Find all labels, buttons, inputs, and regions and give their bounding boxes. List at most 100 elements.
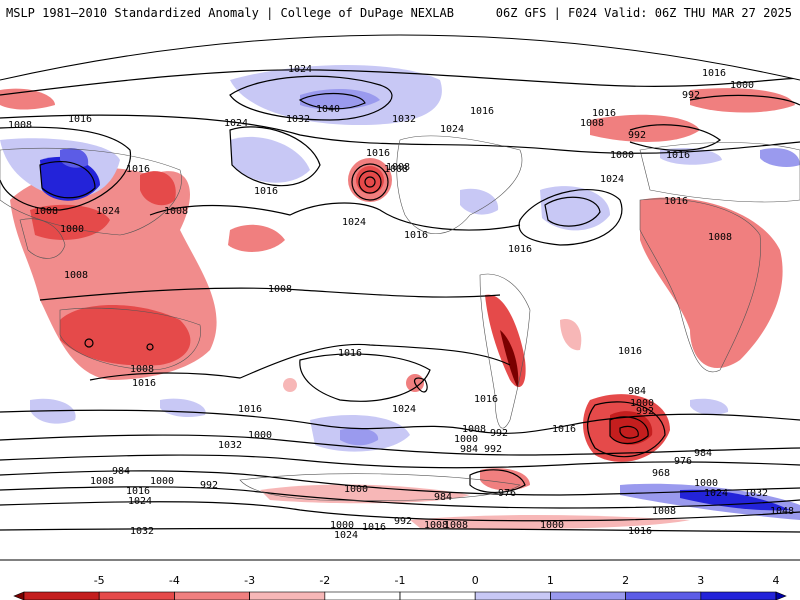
isobar-label: 1008 bbox=[164, 206, 188, 217]
isobar-label: 1000 bbox=[694, 478, 718, 489]
isobar-label: 1008 bbox=[384, 164, 408, 175]
colorbar: -5-4-3-2-1012345 bbox=[13, 574, 787, 600]
isobar-label: 992 bbox=[200, 480, 218, 491]
isobar-label: 1016 bbox=[628, 526, 652, 537]
colorbar-swatch bbox=[700, 591, 777, 600]
isobar-label: 1008 bbox=[34, 206, 58, 217]
isobar-label: 1000 bbox=[344, 484, 368, 495]
isobar-label: 1032 bbox=[130, 526, 154, 537]
isobar-label: 1000 bbox=[610, 150, 634, 161]
isobar-label: 1032 bbox=[286, 114, 310, 125]
isobar-label: 1008 bbox=[462, 424, 486, 435]
isobar-label: 984 bbox=[460, 444, 478, 455]
isobar-label: 1024 bbox=[440, 124, 464, 135]
isobar-label: 1016 bbox=[338, 348, 362, 359]
isobar-label: 1032 bbox=[744, 488, 768, 499]
colorbar-max-arrow bbox=[775, 591, 787, 600]
isobar-label: 1024 bbox=[704, 488, 728, 499]
isobar-label: 1024 bbox=[96, 206, 120, 217]
isobar-label: 992 bbox=[490, 428, 508, 439]
isobar-contours bbox=[0, 69, 800, 533]
colorbar-min-arrow bbox=[13, 591, 25, 600]
isobar-label: 1016 bbox=[362, 522, 386, 533]
isobar-label: 1000 bbox=[454, 434, 478, 445]
isobar-label: 1016 bbox=[552, 424, 576, 435]
isobar-label: 1024 bbox=[392, 404, 416, 415]
isobar-label: 1008 bbox=[580, 118, 604, 129]
map-title: MSLP 1981–2010 Standardized Anomaly | Co… bbox=[6, 6, 454, 20]
colorbar-tick-label: 2 bbox=[622, 574, 629, 587]
isobar-label: 1024 bbox=[224, 118, 248, 129]
isobar-label: 1024 bbox=[342, 217, 366, 228]
colorbar-swatch bbox=[399, 591, 476, 600]
isobar-label: 984 bbox=[694, 448, 712, 459]
colorbar-tick-label: -5 bbox=[94, 574, 105, 587]
colorbar-swatch bbox=[174, 591, 250, 600]
colorbar-swatch bbox=[324, 591, 401, 600]
isobar-label: 984 bbox=[112, 466, 130, 477]
colorbar-tick-label: 4 bbox=[773, 574, 780, 587]
isobar-label: 1016 bbox=[132, 378, 156, 389]
isobar-label: 1000 bbox=[330, 520, 354, 531]
model-run-info: 06Z GFS | F024 Valid: 06Z THU MAR 27 202… bbox=[495, 6, 792, 20]
isobar-label: 1024 bbox=[128, 496, 152, 507]
isobar-label: 1008 bbox=[130, 364, 154, 375]
isobar-label: 1008 bbox=[64, 270, 88, 281]
isobar-label: 1016 bbox=[254, 186, 278, 197]
isobar-label: 992 bbox=[628, 130, 646, 141]
isobar-label: 1016 bbox=[508, 244, 532, 255]
colorbar-tick-label: -4 bbox=[169, 574, 180, 587]
isobar-label: 992 bbox=[394, 516, 412, 527]
isobar-label: 1016 bbox=[404, 230, 428, 241]
isobar-label: 976 bbox=[674, 456, 692, 467]
colorbar-tick-label: -1 bbox=[395, 574, 406, 587]
colorbar-swatch bbox=[23, 591, 100, 600]
colorbar-tick-label: -2 bbox=[319, 574, 330, 587]
isobar-label: 992 bbox=[682, 90, 700, 101]
isobar-label: 1000 bbox=[248, 430, 272, 441]
isobar-label: 1008 bbox=[424, 520, 448, 531]
isobar-label: 976 bbox=[498, 488, 516, 499]
colorbar-tick-label: 1 bbox=[547, 574, 554, 587]
isobar-label: 1016 bbox=[126, 164, 150, 175]
isobar-label: 1000 bbox=[540, 520, 564, 531]
isobar-label: 1008 bbox=[90, 476, 114, 487]
colorbar-tick-label: 3 bbox=[697, 574, 704, 587]
continent-outlines bbox=[0, 135, 800, 501]
isobar-label: 1016 bbox=[702, 68, 726, 79]
isobar-label: 992 bbox=[636, 406, 654, 417]
isobar-label: 1016 bbox=[618, 346, 642, 357]
colorbar-tick-label: 0 bbox=[472, 574, 479, 587]
isobar-label: 984 bbox=[434, 492, 452, 503]
isobar-label: 1032 bbox=[392, 114, 416, 125]
isobar-label: 1016 bbox=[126, 486, 150, 497]
isobar-label: 1016 bbox=[238, 404, 262, 415]
isobar-label: 1008 bbox=[652, 506, 676, 517]
colorbar-swatch bbox=[474, 591, 551, 600]
isobar-label: 968 bbox=[652, 468, 670, 479]
isobar-label: 1016 bbox=[470, 106, 494, 117]
isobar-label: 1032 bbox=[218, 440, 242, 451]
isobar-label: 1040 bbox=[316, 104, 340, 115]
isobar-label: 1008 bbox=[708, 232, 732, 243]
isobar-label: 1000 bbox=[630, 398, 654, 409]
isobar-label: 1016 bbox=[68, 114, 92, 125]
isobar-label: 1016 bbox=[366, 148, 390, 159]
isobar-label: 992 bbox=[484, 444, 502, 455]
isobar-label: 1048 bbox=[770, 506, 794, 517]
isobar-label: 1024 bbox=[288, 64, 312, 75]
isobar-label: 1024 bbox=[334, 530, 358, 541]
isobar-label: 1000 bbox=[60, 224, 84, 235]
isobar-label: 1016 bbox=[474, 394, 498, 405]
isobar-label: 1016 bbox=[592, 108, 616, 119]
colorbar-swatch bbox=[98, 591, 175, 600]
isobar-label: 1008 bbox=[8, 120, 32, 131]
isobar-label: 1000 bbox=[150, 476, 174, 487]
colorbar-tick-label: -3 bbox=[244, 574, 255, 587]
isobar-label: 1024 bbox=[600, 174, 624, 185]
isobar-label: 1008 bbox=[268, 284, 292, 295]
map-frame-top bbox=[0, 34, 800, 81]
isobar-label: 1016 bbox=[666, 150, 690, 161]
isobar-label: 1008 bbox=[386, 162, 410, 173]
